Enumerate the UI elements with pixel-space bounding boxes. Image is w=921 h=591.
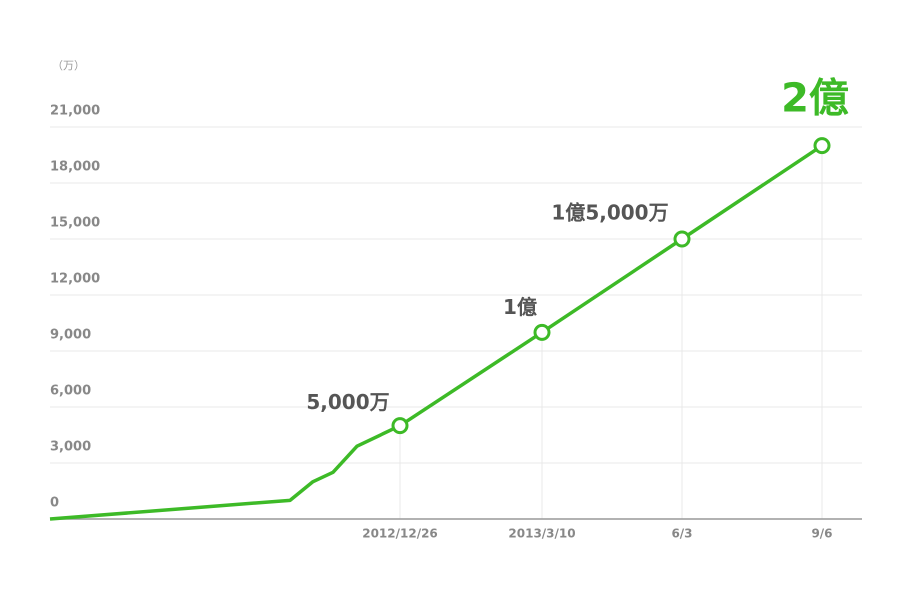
y-tick-label: 21,000	[50, 104, 100, 119]
y-tick-label: 3,000	[50, 440, 91, 455]
x-tick-label: 9/6	[811, 527, 832, 541]
y-tick-label: 12,000	[50, 272, 100, 287]
y-tick-label: 18,000	[50, 160, 100, 175]
data-label: 5,000万	[306, 390, 389, 414]
y-tick-label: 15,000	[50, 216, 100, 231]
point-marker	[813, 137, 831, 155]
y-tick-label: 0	[50, 496, 59, 511]
data-label: 1億5,000万	[551, 201, 668, 225]
data-label: 2億	[781, 76, 849, 122]
point-marker	[533, 323, 551, 341]
y-tick-label: 9,000	[50, 328, 91, 343]
x-tick-label: 2012/12/26	[362, 527, 438, 541]
x-tick-label: 6/3	[671, 527, 692, 541]
point-marker	[673, 230, 691, 248]
data-label: 1億	[503, 295, 537, 319]
x-tick-label: 2013/3/10	[508, 527, 575, 541]
unit-label: （万）	[52, 59, 85, 72]
point-marker	[391, 417, 409, 435]
y-tick-label: 6,000	[50, 384, 91, 399]
line	[49, 144, 823, 521]
